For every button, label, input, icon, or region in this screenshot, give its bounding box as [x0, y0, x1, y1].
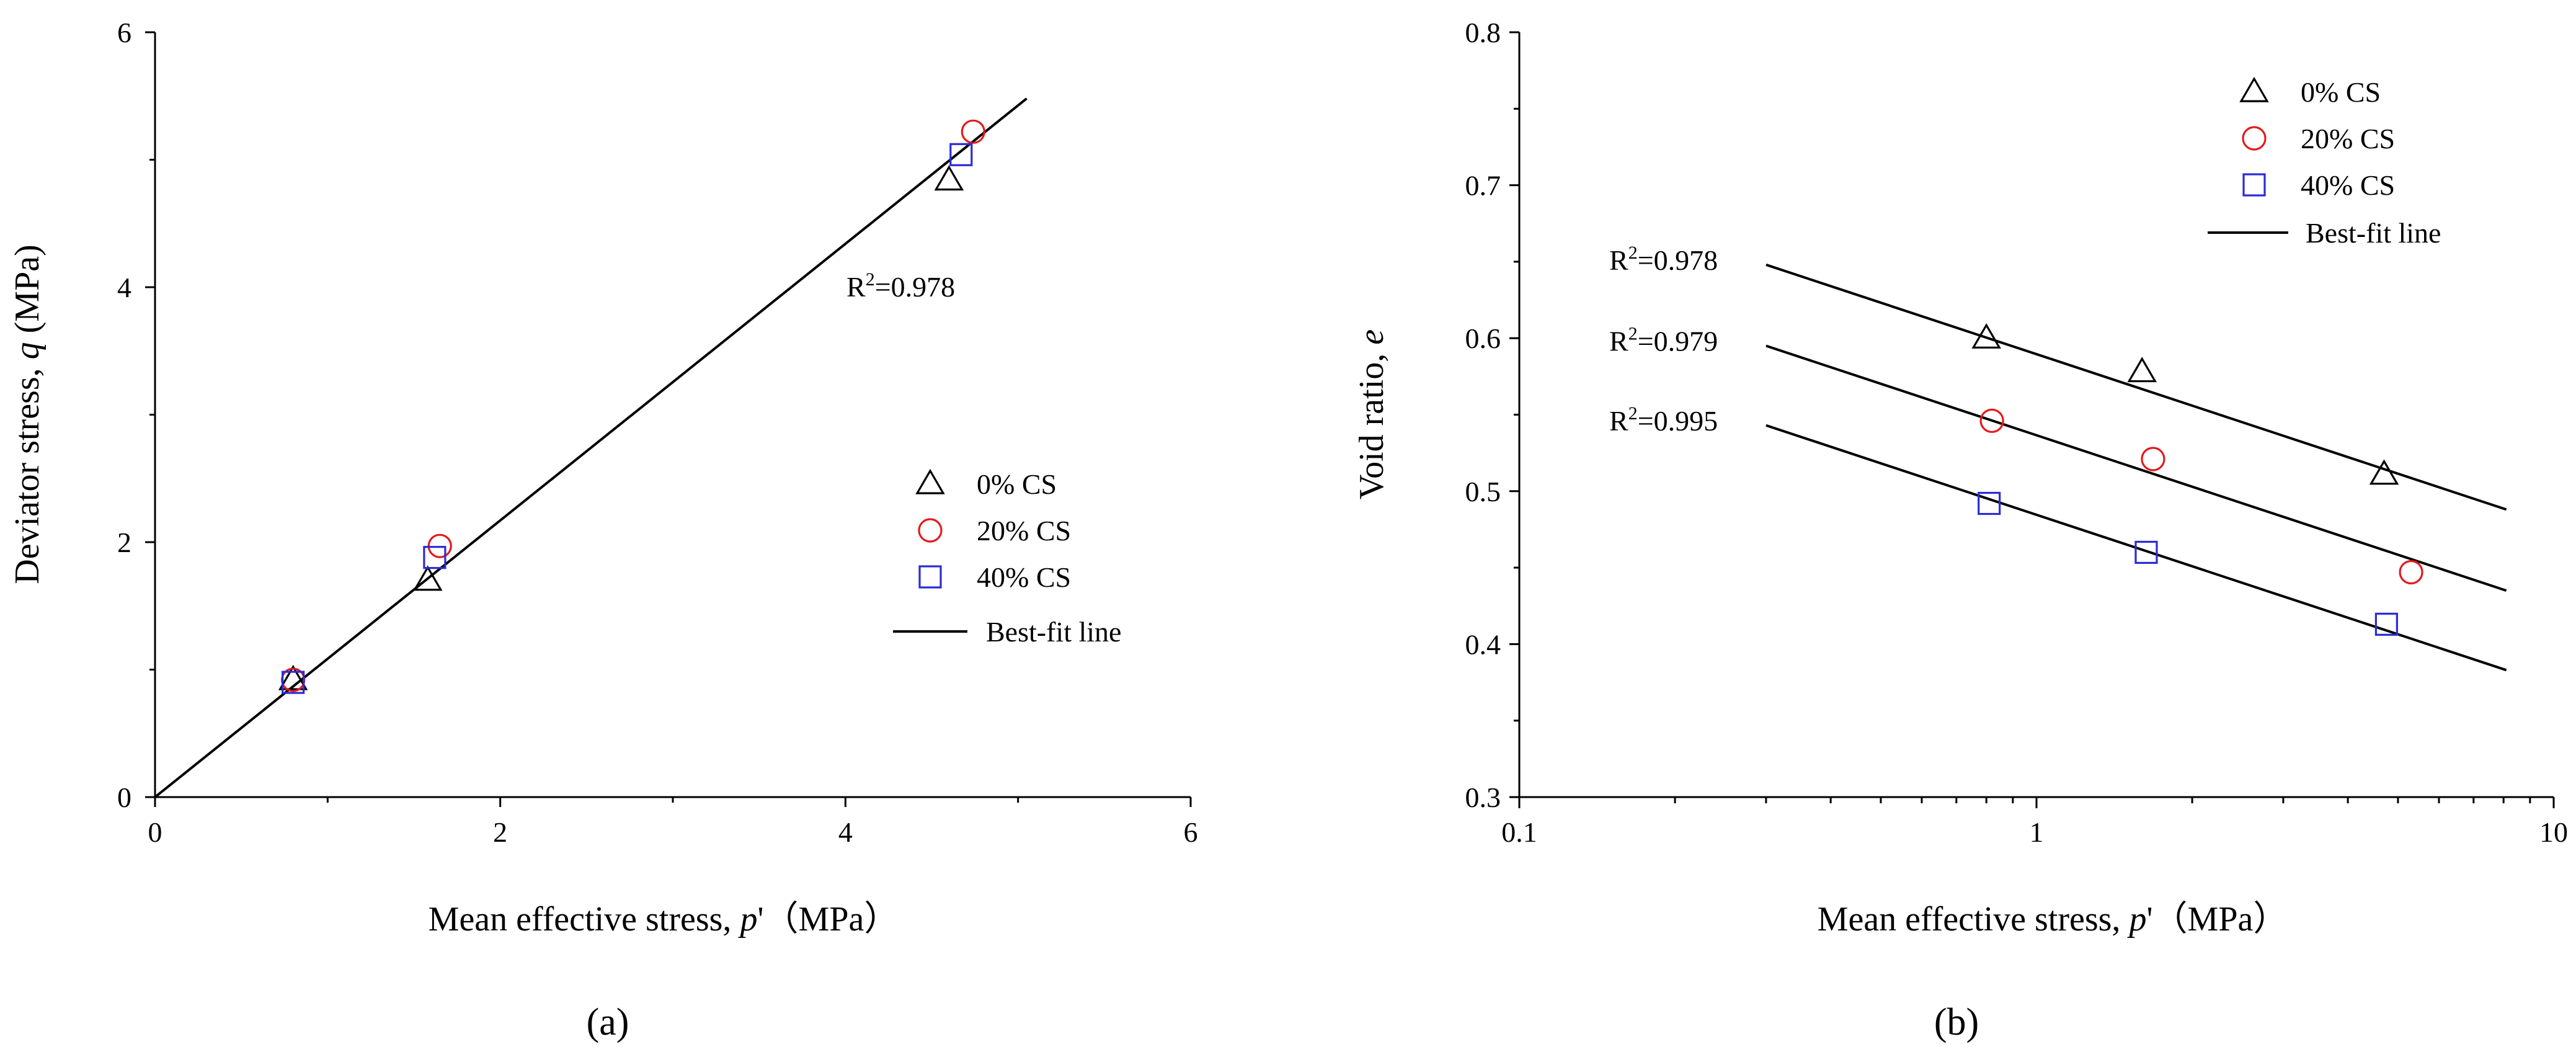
- legend: 0% CS 20% CS 40% CS Best-fit line: [2208, 76, 2441, 249]
- data-point: [1971, 323, 2001, 349]
- data-point: [412, 565, 443, 591]
- r2-label: R2=0.978: [1609, 243, 1718, 276]
- legend-marker: [918, 518, 943, 543]
- data-point: [2127, 357, 2157, 383]
- legend-label: 20% CS: [2301, 123, 2395, 154]
- legend-marker: [2239, 76, 2269, 102]
- x-tick-label: 0.1: [1501, 816, 1537, 848]
- data-point: [2369, 459, 2399, 485]
- legend: 0% CS 20% CS 40% CS Best-fit line: [893, 468, 1121, 648]
- legend-marker: [915, 468, 945, 494]
- data-point: [278, 664, 308, 690]
- y-tick-label: 0.6: [1465, 323, 1501, 354]
- data-point: [2374, 612, 2398, 636]
- y-tick-label: 0.7: [1465, 170, 1501, 202]
- x-tick-label: 0: [148, 816, 162, 848]
- data-point: [961, 119, 985, 144]
- panel-a: 0 2 4 6 0 2 4 6 Mean effective stress, p'（MPa） De…: [8, 17, 1198, 1043]
- y-tick-label: 0.4: [1465, 628, 1501, 660]
- data-point: [1979, 408, 2004, 433]
- y-axis-label: Deviator stress, q (MPa): [8, 244, 47, 584]
- y-tick-label: 2: [117, 527, 131, 558]
- legend-label: 20% CS: [977, 515, 1071, 546]
- data-point: [2399, 560, 2423, 585]
- r2-label: R2=0.979: [1609, 324, 1718, 357]
- y-tick-label: 6: [117, 17, 131, 48]
- x-tick-label: 6: [1184, 816, 1198, 848]
- y-tick-label: 0.8: [1465, 17, 1501, 48]
- y-tick-label: 4: [117, 272, 131, 303]
- legend-label: Best-fit line: [2306, 217, 2441, 249]
- panel-label: (b): [1934, 1001, 1979, 1043]
- legend-marker: [918, 565, 942, 589]
- x-tick-label: 10: [2539, 816, 2568, 848]
- legend-label: 40% CS: [2301, 169, 2395, 201]
- data-point: [2141, 447, 2165, 471]
- data-point: [2134, 540, 2158, 564]
- y-axis-label: Void ratio, e: [1352, 329, 1391, 499]
- x-axis-label: Mean effective stress, p'（MPa）: [429, 900, 899, 939]
- legend-label: 0% CS: [977, 468, 1057, 500]
- legend-label: Best-fit line: [986, 616, 1121, 648]
- r2-label: R2=0.978: [846, 269, 955, 303]
- x-tick-label: 2: [493, 816, 507, 848]
- legend-label: 0% CS: [2301, 76, 2381, 108]
- data-point: [1978, 491, 2001, 515]
- data-point: [423, 546, 446, 569]
- legend-label: 40% CS: [977, 561, 1071, 593]
- data-point: [282, 671, 305, 694]
- x-tick-label: 1: [2030, 816, 2044, 848]
- y-tick-label: 0.5: [1465, 476, 1501, 507]
- best-fit-line: [1765, 344, 2507, 592]
- legend-marker: [2242, 173, 2266, 197]
- legend-marker: [2242, 126, 2267, 151]
- y-tick-label: 0: [117, 782, 131, 813]
- r2-label: R2=0.995: [1609, 403, 1718, 437]
- y-tick-label: 0.3: [1465, 782, 1501, 813]
- x-tick-label: 4: [838, 816, 853, 848]
- panel-b: 0.1 1 10 0.3 0.4 0.5 0.6 0.7 0.8 Mean effective s…: [1352, 17, 2568, 1043]
- data-point: [934, 165, 964, 191]
- data-point: [949, 143, 973, 166]
- best-fit-line: [1765, 263, 2507, 511]
- x-axis-label: Mean effective stress, p'（MPa）: [1818, 900, 2288, 939]
- panel-label: (a): [587, 1001, 629, 1043]
